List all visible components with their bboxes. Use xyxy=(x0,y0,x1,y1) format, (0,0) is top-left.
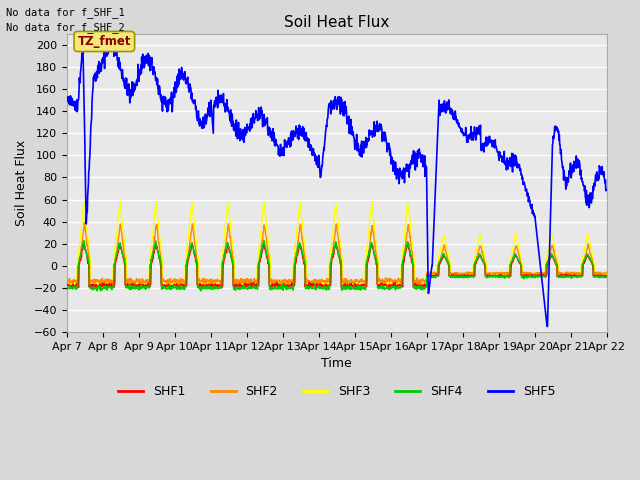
X-axis label: Time: Time xyxy=(321,357,352,370)
Text: No data for f_SHF_1: No data for f_SHF_1 xyxy=(6,7,125,18)
Text: TZ_fmet: TZ_fmet xyxy=(77,35,131,48)
Legend: SHF1, SHF2, SHF3, SHF4, SHF5: SHF1, SHF2, SHF3, SHF4, SHF5 xyxy=(113,380,560,403)
Title: Soil Heat Flux: Soil Heat Flux xyxy=(284,15,389,30)
Y-axis label: Soil Heat Flux: Soil Heat Flux xyxy=(15,140,28,226)
Text: No data for f_SHF_2: No data for f_SHF_2 xyxy=(6,22,125,33)
